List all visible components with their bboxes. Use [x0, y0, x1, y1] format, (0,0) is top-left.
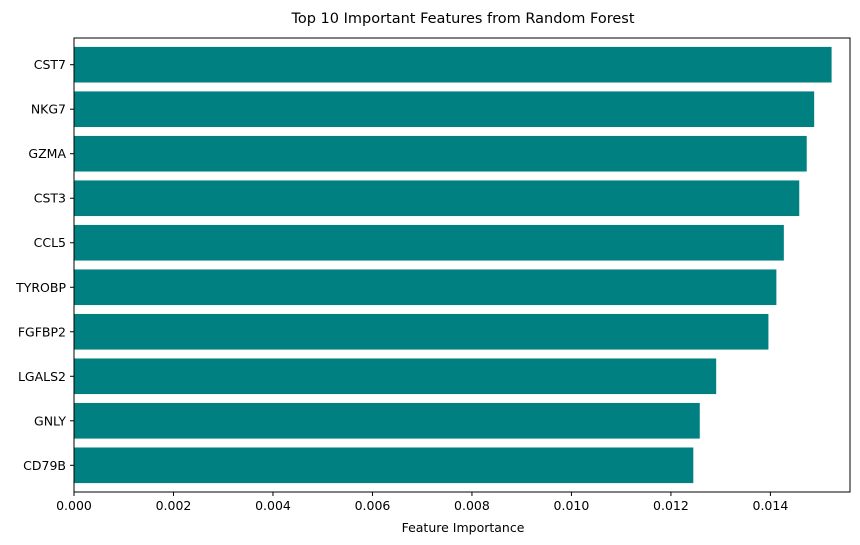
- bar-tyrobp: [74, 269, 777, 306]
- bars-layer: [74, 46, 832, 484]
- y-tick-label: CCL5: [34, 235, 66, 250]
- y-tick-label: TYROBP: [15, 280, 66, 295]
- bar-cd79b: [74, 447, 694, 484]
- y-tick-label: CST3: [34, 191, 66, 206]
- y-tick-label: FGFBP2: [18, 324, 66, 339]
- y-tick-label: CD79B: [23, 458, 66, 473]
- bar-cst3: [74, 180, 800, 217]
- bar-fgfbp2: [74, 313, 769, 350]
- x-tick-label: 0.012: [653, 498, 689, 513]
- x-tick-label: 0.010: [554, 498, 590, 513]
- bar-gnly: [74, 402, 700, 439]
- x-tick-label: 0.004: [255, 498, 291, 513]
- ticks-layer: CST7 NKG7 GZMA CST3 CCL5 TYROBP FGFBP2 LGALS2 GN…: [15, 57, 788, 513]
- bar-lgals2: [74, 358, 717, 395]
- y-tick-label: CST7: [34, 57, 66, 72]
- y-tick-label: NKG7: [31, 102, 66, 117]
- bar-ccl5: [74, 224, 784, 261]
- chart-title: Top 10 Important Features from Random Fo…: [290, 11, 634, 27]
- x-tick-label: 0.008: [454, 498, 490, 513]
- y-tick-label: LGALS2: [18, 369, 66, 384]
- x-tick-label: 0.014: [753, 498, 789, 513]
- x-tick-label: 0.002: [156, 498, 192, 513]
- y-tick-label: GNLY: [34, 413, 66, 428]
- bar-gzma: [74, 135, 807, 172]
- x-tick-label: 0.006: [355, 498, 391, 513]
- axes-layer: [73, 37, 851, 493]
- bar-cst7: [74, 46, 832, 83]
- y-tick-label: GZMA: [28, 146, 66, 161]
- plot-frame: [73, 37, 851, 493]
- x-tick-label: 0.000: [56, 498, 92, 513]
- bar-nkg7: [74, 91, 815, 128]
- x-axis-label: Feature Importance: [402, 520, 525, 535]
